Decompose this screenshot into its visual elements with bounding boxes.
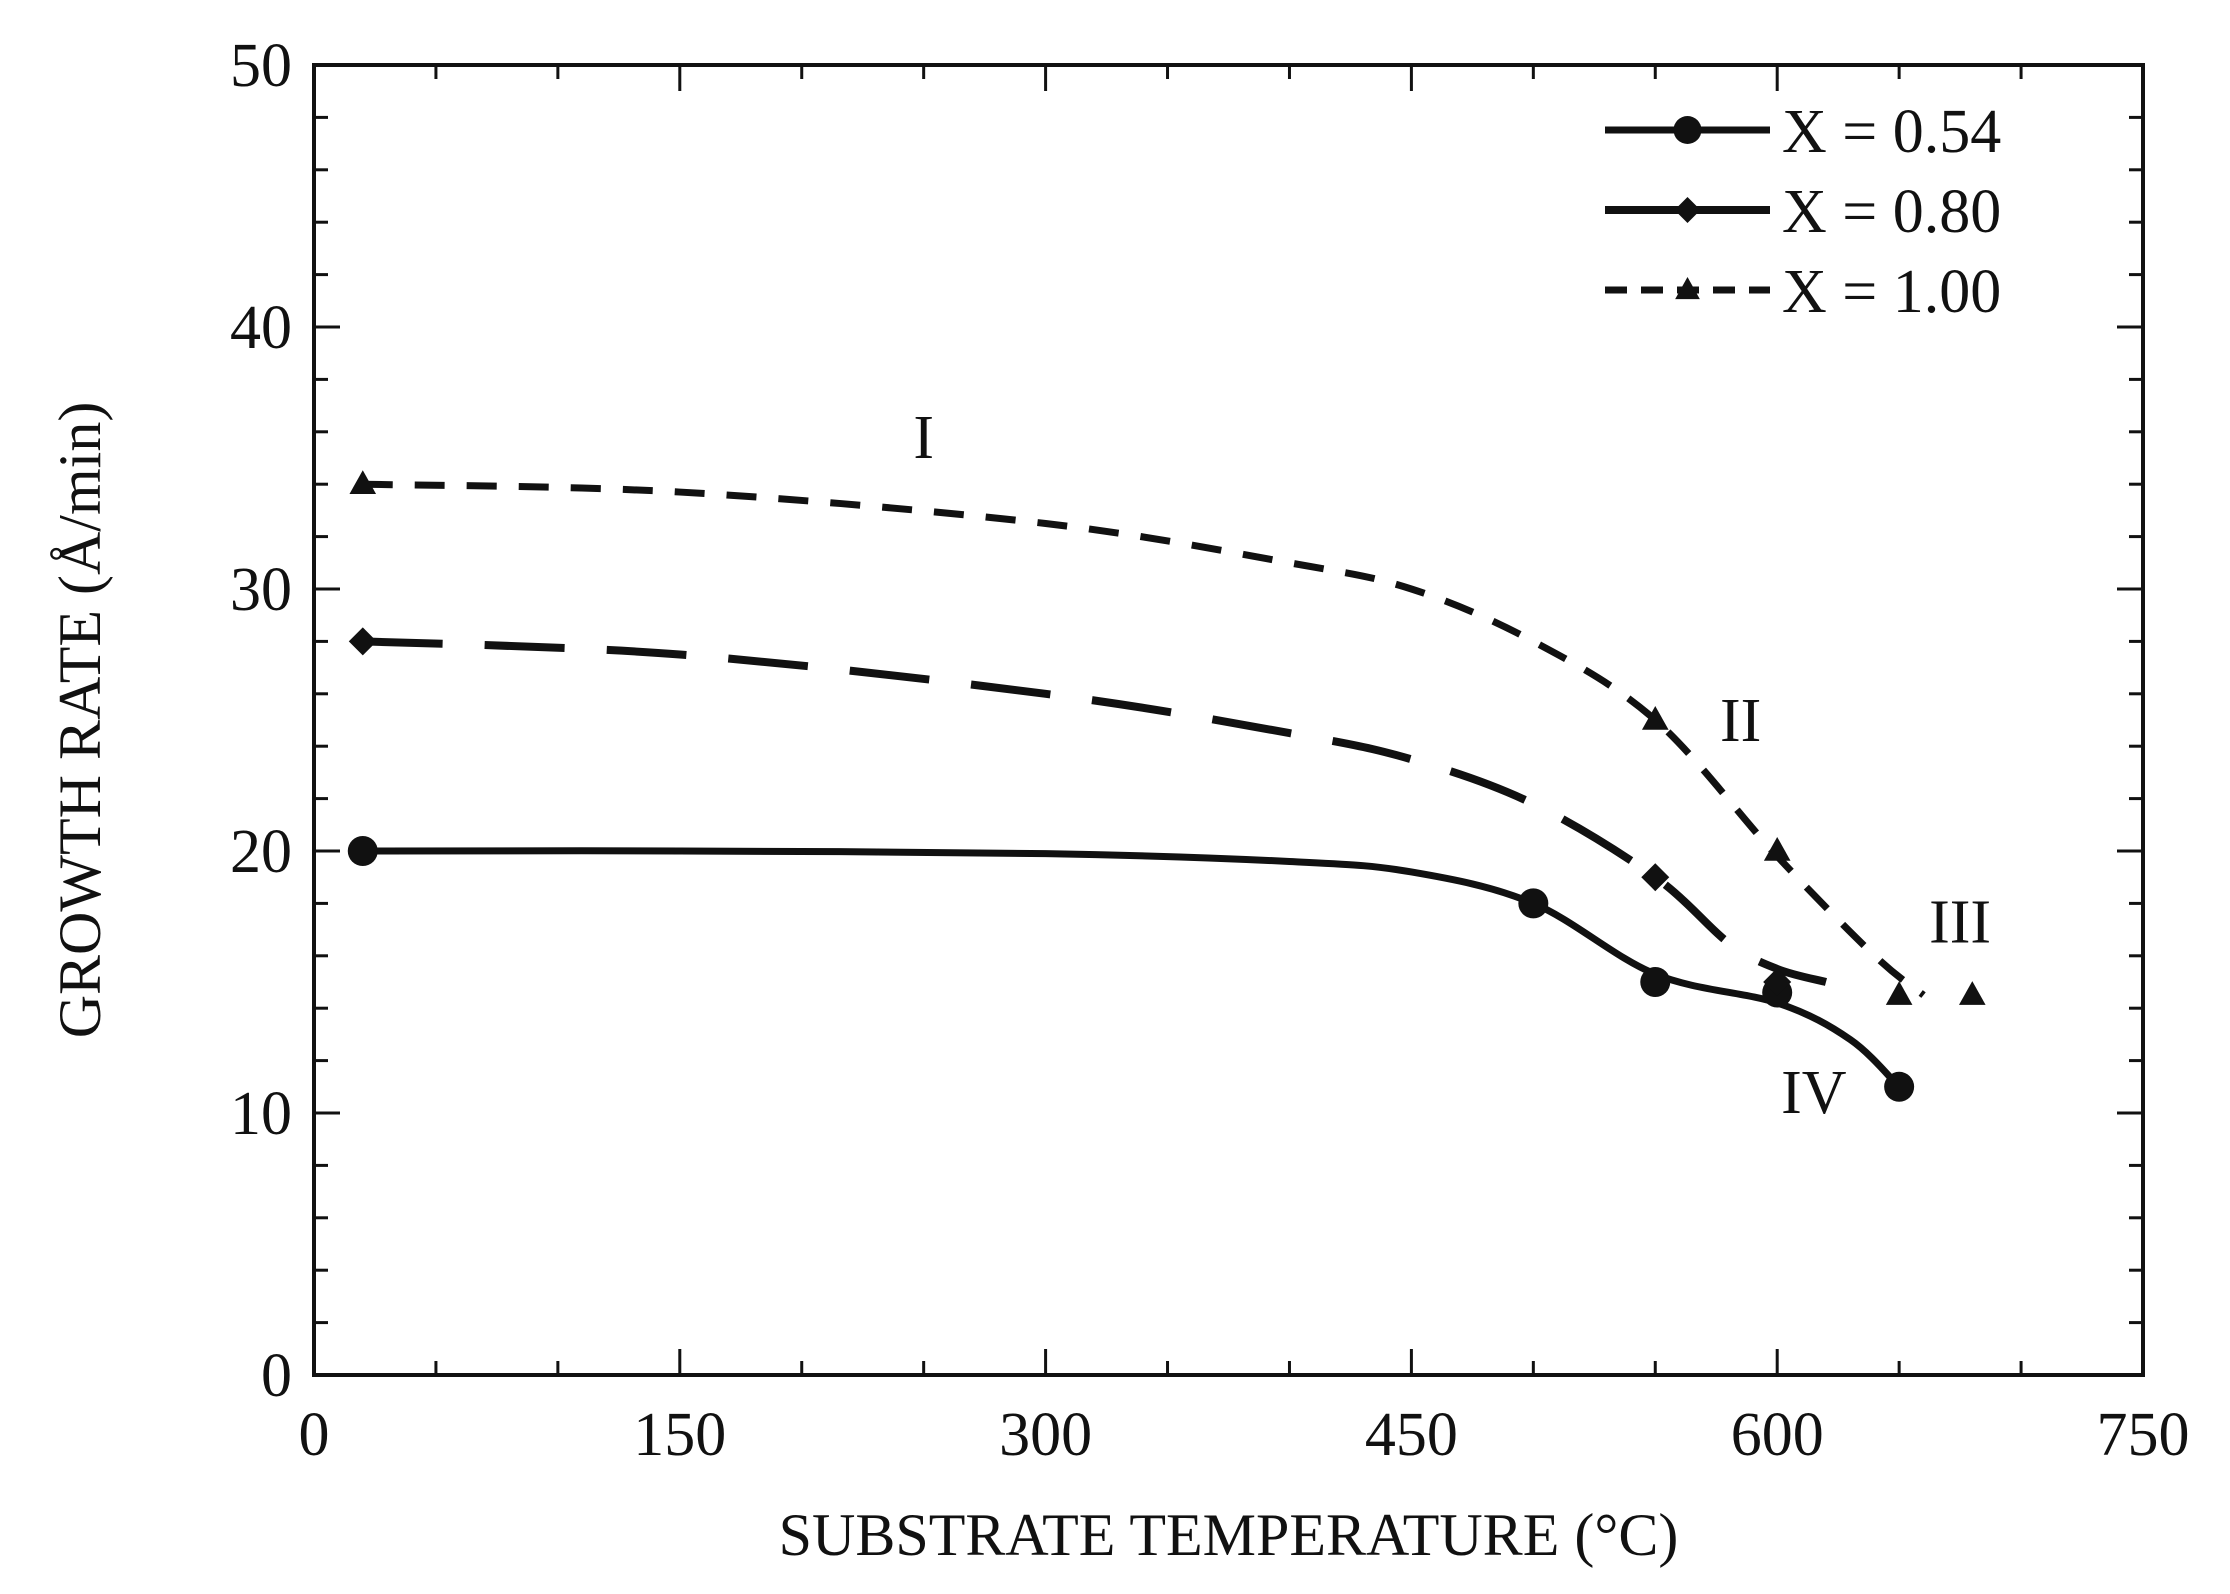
data-point (1641, 863, 1670, 892)
x-tick-label: 300 (999, 1401, 1092, 1469)
data-point (347, 836, 378, 866)
x-tick-label: 150 (633, 1401, 726, 1469)
y-axis-label: GROWTH RATE (Å/min) (47, 402, 113, 1039)
x-tick-labels: 0 150 300 450 600 750 (299, 1401, 2190, 1469)
legend-entry-label: X = 0.54 (1782, 98, 2001, 166)
region-annotation: I (913, 404, 934, 472)
x-tick-label: 0 (299, 1401, 330, 1469)
y-tick-label: 40 (230, 294, 292, 362)
series-line (362, 480, 1926, 998)
y-tick-label: 50 (230, 32, 292, 100)
legend-marker (1674, 197, 1701, 223)
legend-marker (1673, 116, 1702, 144)
y-tick-label: 20 (230, 818, 292, 886)
legend-entry-label: X = 0.80 (1782, 178, 2001, 246)
data-point (1958, 981, 1986, 1005)
series-line (362, 637, 1828, 986)
region-annotation: III (1929, 889, 1991, 957)
region-annotation: IV (1781, 1059, 1847, 1127)
legend: X = 0.54 X = 0.80 X = 1.00 (1605, 98, 2001, 326)
data-point (1641, 706, 1669, 730)
x-tick-label: 600 (1731, 1401, 1824, 1469)
y-tick-labels: 0 10 20 30 40 50 (230, 32, 292, 1410)
x-tick-label: 750 (2097, 1401, 2190, 1469)
x-tick-label: 450 (1365, 1401, 1458, 1469)
y-tick-label: 30 (230, 556, 292, 624)
data-point (1763, 968, 1792, 996)
x-axis-label: SUBSTRATE TEMPERATURE (°C) (779, 1502, 1679, 1568)
region-annotation: II (1720, 687, 1761, 755)
y-tick-label: 10 (230, 1080, 292, 1148)
data-point (349, 470, 377, 494)
data-point (1884, 1071, 1915, 1102)
y-tick-label: 0 (261, 1342, 292, 1410)
series-markers (347, 470, 1986, 1102)
data-point (1763, 837, 1791, 861)
data-point (1640, 967, 1671, 997)
legend-marker (1675, 277, 1700, 300)
legend-entry-label: X = 1.00 (1782, 258, 2001, 326)
data-point (1518, 888, 1549, 919)
data-point (1885, 981, 1913, 1005)
series-curves (362, 480, 1926, 1090)
plot-frame (312, 63, 2145, 1377)
data-point (348, 627, 377, 656)
